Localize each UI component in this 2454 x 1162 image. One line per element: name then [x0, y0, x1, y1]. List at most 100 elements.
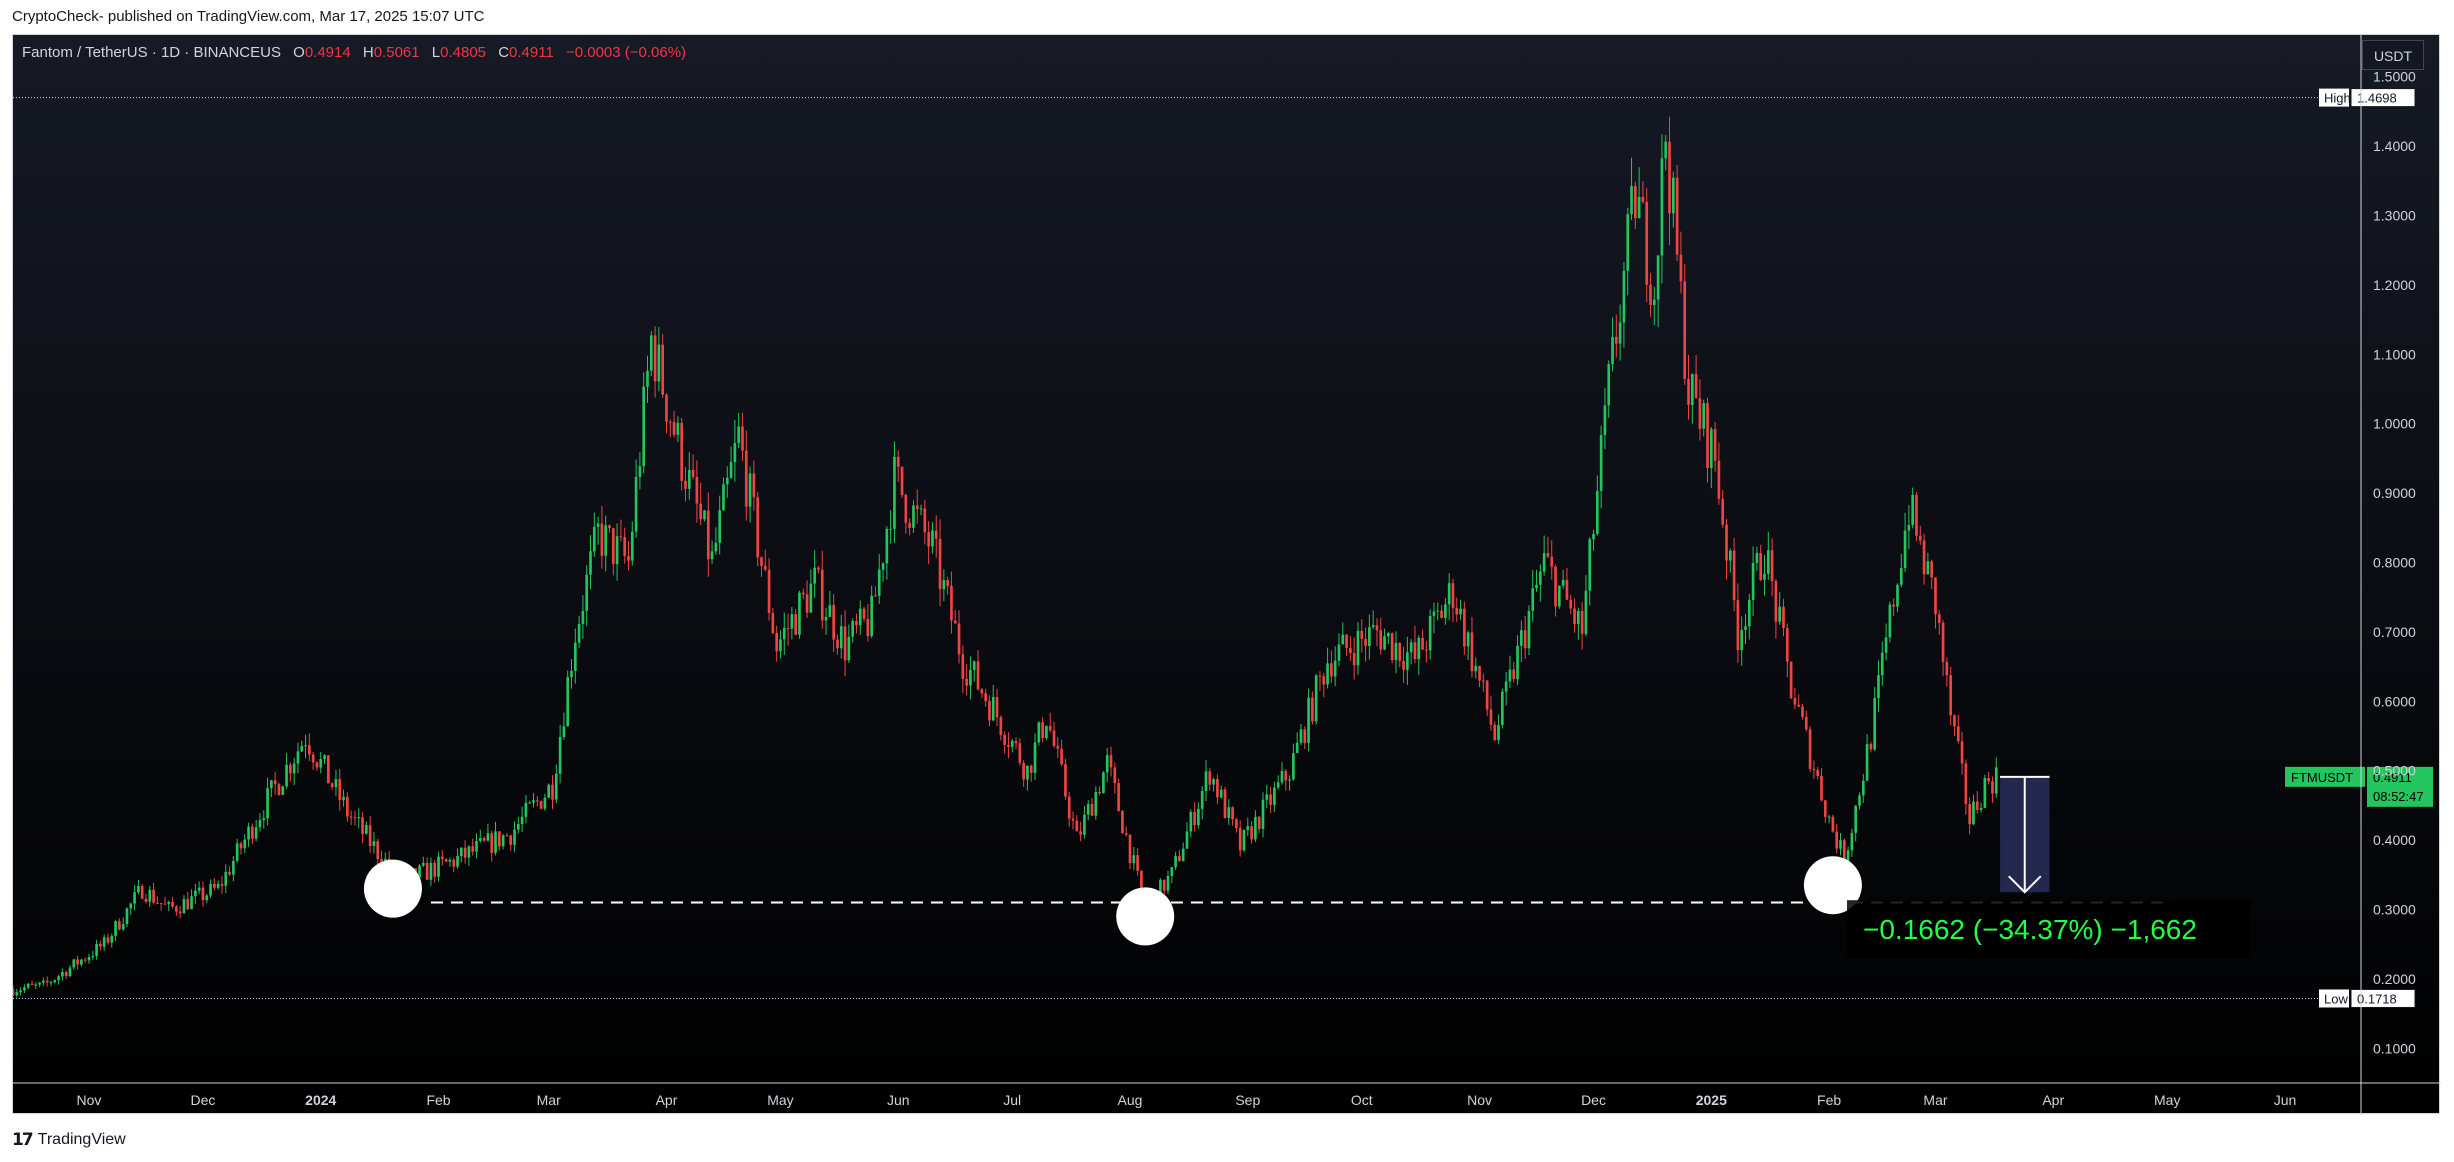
candle-body [1561, 579, 1565, 586]
candle-body [1607, 364, 1611, 406]
candle-body [270, 780, 273, 789]
x-tick-label: Feb [426, 1092, 450, 1108]
candle-body [1421, 637, 1424, 650]
candle-body [1083, 814, 1086, 835]
candle-body [365, 825, 368, 834]
candle-body [1558, 585, 1561, 607]
candle-body [577, 623, 581, 643]
countdown-label: 08:52:47 [2373, 789, 2424, 804]
candle-body [1603, 405, 1607, 436]
candle-body [456, 856, 459, 867]
candle-body [1482, 680, 1485, 682]
candle-body [262, 818, 266, 821]
candle-body [972, 661, 976, 670]
candle-body [843, 626, 847, 661]
low-value: 0.4805 [440, 44, 487, 61]
candle-body [627, 555, 630, 561]
candle-body [1140, 870, 1143, 893]
candlestick-series [13, 116, 1998, 998]
candle-body [1352, 653, 1356, 666]
candle-body [418, 865, 421, 879]
candle-body [440, 856, 444, 860]
candle-body [1474, 665, 1478, 672]
candle-body [676, 422, 680, 435]
candle-body [95, 943, 98, 956]
candle-body [1516, 645, 1519, 680]
candle-body [304, 745, 307, 747]
candle-body [1531, 588, 1535, 611]
candle-body [239, 843, 243, 849]
candle-body [665, 394, 668, 422]
candle-body [1782, 606, 1785, 629]
candle-body [798, 592, 801, 635]
candle-body [923, 508, 927, 533]
candle-body [1299, 729, 1303, 743]
candle-body [1504, 681, 1508, 692]
candle-body [1409, 642, 1413, 653]
candle-body [1086, 804, 1090, 815]
candle-body [1208, 771, 1212, 785]
candle-body [273, 780, 277, 785]
y-tick-label: 1.3000 [2373, 207, 2416, 223]
low-label: L [431, 44, 441, 61]
candle-body [1235, 819, 1238, 829]
x-tick-label: Apr [2042, 1092, 2064, 1108]
candle-body [1326, 663, 1329, 685]
candle-body [1641, 197, 1645, 202]
candle-body [1105, 755, 1109, 773]
candle-body [1949, 675, 1952, 716]
candle-body [820, 569, 824, 621]
candle-body [1740, 629, 1744, 651]
candle-body [1820, 775, 1823, 801]
y-tick-label: 0.5000 [2373, 763, 2416, 779]
y-tick-label: 0.8000 [2373, 554, 2416, 570]
x-tick-label: Nov [1467, 1092, 1492, 1108]
currency-button[interactable]: USDT [2362, 40, 2424, 70]
x-tick-label: 2025 [1696, 1092, 1727, 1108]
candle-body [1193, 811, 1196, 826]
tradingview-logo[interactable]: 17 TradingView [12, 1130, 126, 1150]
candle-body [1858, 795, 1861, 806]
candle-body [121, 924, 125, 930]
price-chart[interactable]: High 1.4698 Low 0.1718 −0.1662 (−34.37%) −1,… [13, 35, 2441, 1115]
candle-body [722, 484, 725, 511]
candle-body [1626, 214, 1630, 271]
candle-body [1508, 669, 1512, 682]
candle-body [247, 826, 250, 840]
candle-body [1804, 716, 1808, 730]
candle-body [737, 426, 741, 444]
candle-body [338, 779, 342, 801]
circled-low-marker [1116, 887, 1175, 946]
candle-body [1934, 577, 1937, 615]
candle-body [934, 530, 938, 539]
circled-low-marker [1803, 856, 1862, 915]
candle-body [661, 344, 665, 395]
candle-body [1022, 763, 1025, 780]
current-price-tag [2367, 766, 2433, 807]
symbol-name[interactable]: Fantom / TetherUS · 1D · BINANCEUS [22, 44, 281, 61]
x-tick-label: Mar [1923, 1092, 1947, 1108]
candle-body [114, 921, 117, 936]
x-tick-label: Aug [1118, 1092, 1143, 1108]
candle-body [1402, 660, 1405, 670]
candle-body [520, 816, 524, 825]
candle-body [1162, 879, 1166, 891]
candle-body [1197, 808, 1200, 826]
candle-body [167, 901, 171, 904]
chart-frame[interactable]: High 1.4698 Low 0.1718 −0.1662 (−34.37%) −1,… [12, 34, 2441, 1115]
candle-body [699, 503, 703, 520]
candle-body [1888, 604, 1892, 638]
candle-body [459, 847, 463, 857]
candle-body [315, 762, 319, 768]
candle-body [1227, 807, 1231, 818]
candle-body [175, 906, 178, 912]
candle-body [1861, 780, 1865, 796]
candle-body [129, 903, 133, 909]
y-tick-label: 1.1000 [2373, 346, 2416, 362]
candle-body [600, 523, 604, 556]
candle-body [1865, 744, 1869, 781]
candle-body [1014, 740, 1018, 744]
symbol-legend[interactable]: Fantom / TetherUS · 1D · BINANCEUS O0.49… [22, 44, 686, 61]
candle-body [615, 536, 619, 565]
candle-body [1121, 810, 1124, 834]
